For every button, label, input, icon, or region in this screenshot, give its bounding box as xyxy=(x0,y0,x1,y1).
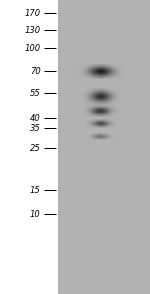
Text: 40: 40 xyxy=(30,114,40,123)
Text: 15: 15 xyxy=(30,186,40,195)
Bar xyxy=(58,0,150,294)
Text: 10: 10 xyxy=(30,210,40,219)
Text: 55: 55 xyxy=(30,89,40,98)
Text: 35: 35 xyxy=(30,124,40,133)
Text: 25: 25 xyxy=(30,144,40,153)
Text: 170: 170 xyxy=(24,9,40,18)
Text: 100: 100 xyxy=(24,44,40,53)
Text: 70: 70 xyxy=(30,67,40,76)
Text: 130: 130 xyxy=(24,26,40,35)
